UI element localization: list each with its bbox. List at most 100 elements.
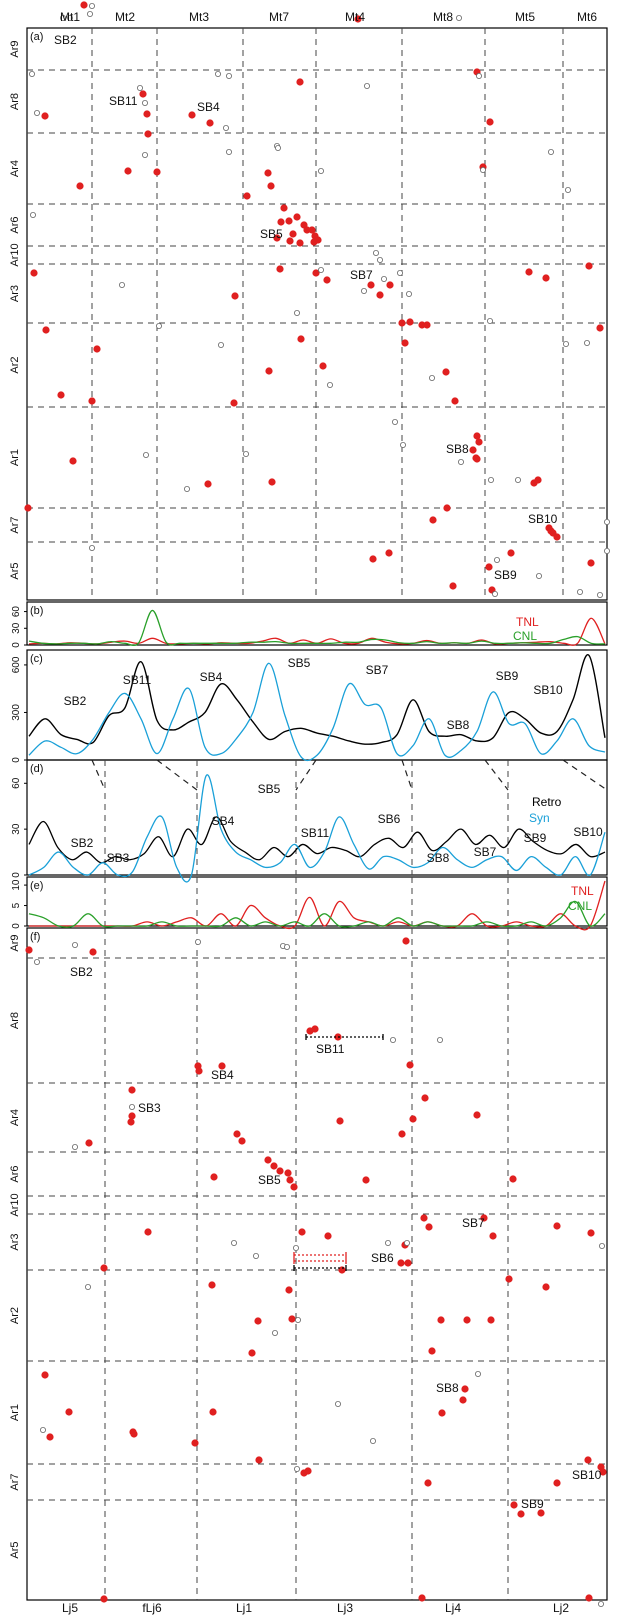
red-dot [425,1223,433,1231]
panel-f-frame [26,927,608,1601]
open-dot [230,1240,237,1247]
synteny-connector [562,759,608,791]
peak-label: SB5 [258,782,281,796]
red-dot [248,1349,256,1357]
y-tick-label: 10 [11,879,22,891]
red-dot [585,1594,593,1602]
y-tick-label: 60 [11,777,22,789]
block-label: SB2 [54,33,77,47]
red-dot [386,281,394,289]
peak-label: SB8 [427,851,450,865]
red-dot [319,362,327,370]
open-dot [214,71,221,78]
red-dot [65,1408,73,1416]
panel-label: (a) [30,31,43,43]
red-dot [46,1433,54,1441]
red-dot [288,1315,296,1323]
red-dot [311,1025,319,1033]
open-dot [475,73,482,80]
red-dot [57,391,65,399]
row-label: Ar4 [9,1109,21,1126]
y-tick-label: 0 [11,642,22,648]
red-dot [89,948,97,956]
red-dot [284,1169,292,1177]
open-dot [40,1427,47,1434]
open-dot [389,1037,396,1044]
red-dot [429,516,437,524]
peak-label: SB4 [200,670,223,684]
red-dot [324,1232,332,1240]
red-dot [463,1316,471,1324]
red-dot [143,110,151,118]
synteny-connector [401,759,413,791]
row-label: Ar3 [9,1233,21,1250]
red-dot [376,291,384,299]
red-dot [473,432,481,440]
red-dot [296,239,304,247]
red-dot [218,1062,226,1070]
row-label: Ar3 [9,285,21,302]
red-dot [323,276,331,284]
row-label: Ar1 [9,449,21,466]
peak-label: SB10 [573,825,603,839]
row-label: Ar2 [9,356,21,373]
red-dot [443,504,451,512]
open-dot [536,573,543,580]
block-label: SB10 [572,1468,602,1482]
legend-cnl: CNL [513,629,537,643]
red-dot [42,326,50,334]
synteny-connector [295,759,317,791]
red-dot [459,1396,467,1404]
open-dot [72,1144,79,1151]
open-dot [405,290,412,297]
open-dot [597,592,604,599]
open-dot [34,959,41,966]
open-dot [598,1601,605,1608]
red-dot [507,549,515,557]
red-dot [553,533,561,541]
red-dot [210,1173,218,1181]
open-dot [334,1401,341,1408]
block-label: SB11 [109,94,138,108]
data-layer [24,1,611,1608]
red-dot [80,1,88,9]
red-dot [304,1467,312,1475]
open-dot [29,211,36,218]
red-dot [418,1594,426,1602]
open-dot [283,944,290,951]
red-dot [297,335,305,343]
red-dot [542,1283,550,1291]
red-dot [128,1112,136,1120]
red-dot [517,1510,525,1518]
red-dot [41,112,49,120]
row-label: Ar1 [9,1404,21,1421]
open-dot [271,1330,278,1337]
open-dot [577,589,584,596]
bottom-axis-label: Lj2 [553,1601,569,1615]
red-dot [76,182,84,190]
bottom-axis-label: fLj6 [142,1601,162,1615]
open-dot [599,1243,606,1250]
open-dot [141,100,148,107]
red-dot [475,438,483,446]
row-label: Ar9 [9,40,21,57]
row-label: Ar5 [9,562,21,579]
red-dot [298,1228,306,1236]
block-label: SB4 [211,1068,234,1082]
series-syn-line [28,774,606,883]
open-dot [60,14,67,21]
open-dot [252,1253,259,1260]
red-dot [420,1214,428,1222]
red-dot [587,1229,595,1237]
panel-d-frame [26,759,608,876]
red-dot [553,1479,561,1487]
segment-marker-end [293,1265,347,1271]
open-dot [515,476,522,483]
bottom-axis-label: Lj5 [62,1601,78,1615]
segment-marker-end [293,1258,347,1264]
red-dot [265,367,273,375]
top-axis-label: Mt3 [189,10,209,24]
open-dot [222,125,229,132]
y-tick-label: 30 [11,823,22,835]
